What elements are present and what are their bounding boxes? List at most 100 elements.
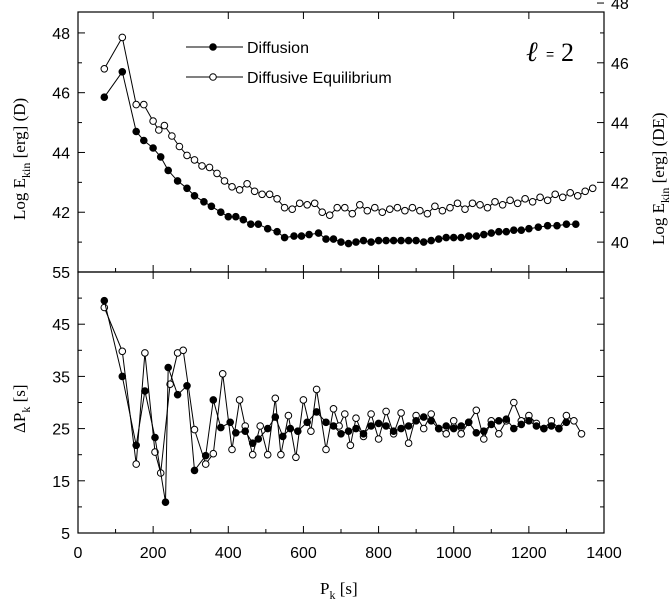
bottom-diffusion-point [322, 418, 330, 427]
bottom-diffusion-point [183, 382, 191, 390]
bottom-diffusion-point [532, 422, 541, 430]
bottom-diffusion-point [419, 413, 428, 421]
top-diffusion-point [404, 236, 413, 245]
bottom-diffusion-point [263, 424, 272, 433]
top-right-y-tick-label: 42 [611, 175, 629, 192]
bottom-diffusive-equilibrium-point [562, 411, 571, 420]
bottom-diffusion-point [367, 422, 375, 430]
top-diffusive-equilibrium-point [160, 121, 169, 130]
top-diffusion-point [480, 230, 488, 239]
bottom-diffusive-equilibrium-point [179, 346, 187, 355]
bottom-diffusion-point [562, 418, 571, 427]
bottom-diffusion-point [517, 420, 526, 429]
top-diffusive-equilibrium-point [140, 100, 148, 109]
bottom-diffusive-equilibrium-point [419, 424, 428, 433]
top-y-tick-label: 46 [52, 86, 70, 103]
top-diffusive-equilibrium-point [250, 187, 259, 196]
bottom-diffusion-point [434, 424, 443, 433]
top-diffusive-equilibrium-point [205, 163, 214, 172]
top-diffusive-equilibrium-line [103, 36, 593, 216]
bottom-diffusion-point [226, 418, 234, 427]
top-diffusion-point [132, 127, 140, 136]
bottom-diffusion-point [132, 441, 140, 450]
bottom-diffusion-point [337, 430, 345, 438]
top-diffusive-equilibrium-point [265, 190, 274, 199]
top-diffusive-equilibrium-point [295, 199, 304, 208]
bottom-diffusion-point [100, 296, 109, 305]
top-diffusive-equilibrium-point [132, 100, 140, 109]
bottom-diffusive-equilibrium-point [141, 349, 149, 357]
top-diffusive-equilibrium-point [573, 192, 582, 200]
top-diffusive-equilibrium-point [566, 189, 575, 197]
top-diffusion-point [367, 238, 375, 246]
top-diffusive-equilibrium-point [581, 187, 590, 196]
bottom-diffusion-point [457, 422, 466, 430]
x-axis-label: Pk [s] [320, 579, 358, 602]
bottom-diffusion-point [118, 372, 127, 381]
bottom-diffusive-equilibrium-point [397, 409, 405, 417]
top-diffusion-point [427, 236, 436, 245]
bottom-diffusive-equilibrium-point [329, 405, 338, 413]
top-diffusive-equilibrium-point [588, 184, 597, 193]
top-diffusion-point [553, 221, 561, 230]
top-diffusion-line [103, 70, 576, 245]
top-diffusion-point [525, 224, 533, 233]
x-tick-label: 0 [74, 545, 83, 562]
bottom-diffusive-equilibrium-point [277, 450, 285, 459]
bottom-diffusion-point [312, 408, 321, 416]
top-diffusion-point [510, 226, 518, 234]
top-diffusion-point [140, 136, 148, 145]
bottom-diffusion-point [472, 429, 481, 437]
top-diffusive-equilibrium-point [416, 206, 424, 215]
top-diffusive-equilibrium-point [363, 206, 372, 215]
legend-marker-diffusive-equilibrium [209, 73, 217, 81]
bottom-diffusion-point [254, 435, 263, 443]
top-diffusive-equilibrium-point [303, 201, 312, 209]
bottom-diffusive-equilibrium-point [235, 396, 244, 404]
bottom-diffusion-point [442, 422, 451, 430]
top-diffusion-point [572, 220, 580, 228]
top-diffusion-point [434, 235, 443, 243]
bottom-diffusion-point [294, 427, 302, 436]
bottom-diffusion-point [464, 418, 473, 427]
legend-marker-diffusion [209, 43, 217, 51]
top-diffusive-equilibrium-point [318, 208, 327, 216]
top-diffusive-equilibrium-point [483, 203, 492, 212]
bottom-diffusion-point [547, 422, 556, 430]
top-diffusive-equilibrium-point [155, 126, 163, 134]
top-diffusion-point [239, 215, 248, 224]
bottom-diffusive-equilibrium-point [449, 417, 458, 425]
bottom-diffusion-point [279, 432, 287, 441]
bottom-diffusion-point [141, 387, 149, 395]
top-y-tick-label: 44 [52, 145, 70, 162]
bottom-y-tick-label: 25 [52, 422, 70, 439]
bottom-diffusive-equilibrium-point [307, 427, 315, 436]
bottom-diffusive-equilibrium-point [118, 347, 127, 356]
top-diffusive-equilibrium-point [521, 195, 529, 203]
top-y-tick-label: 42 [52, 205, 70, 222]
top-diffusion-point [562, 220, 571, 228]
top-right-y-tick-label: 40 [611, 235, 629, 252]
bottom-diffusive-equilibrium-point [263, 450, 272, 459]
bottom-diffusive-equilibrium-point [190, 425, 199, 434]
top-diffusion-point [382, 236, 390, 245]
bottom-diffusive-equilibrium-point [292, 453, 300, 462]
top-diffusion-point [397, 236, 405, 245]
bottom-y-axis-label: ΔPk [s] [10, 384, 33, 433]
bottom-diffusive-equilibrium-point [256, 422, 265, 430]
top-diffusive-equilibrium-point [438, 206, 447, 215]
top-diffusive-equilibrium-point [491, 198, 499, 206]
top-diffusive-equilibrium-point [220, 177, 229, 185]
x-tick-label: 800 [365, 545, 392, 562]
top-diffusion-point [149, 144, 157, 152]
top-diffusion-point [517, 226, 526, 234]
top-diffusion-point [329, 235, 338, 243]
top-diffusion-point [217, 208, 225, 216]
bottom-y-tick-label: 15 [52, 474, 70, 491]
bottom-diffusion-point [303, 418, 312, 427]
bottom-panel-series [100, 296, 586, 507]
top-diffusive-equilibrium-point [468, 199, 477, 208]
bottom-diffusion-point [151, 433, 159, 442]
top-diffusion-point [322, 235, 330, 243]
top-diffusion-point [419, 238, 428, 246]
